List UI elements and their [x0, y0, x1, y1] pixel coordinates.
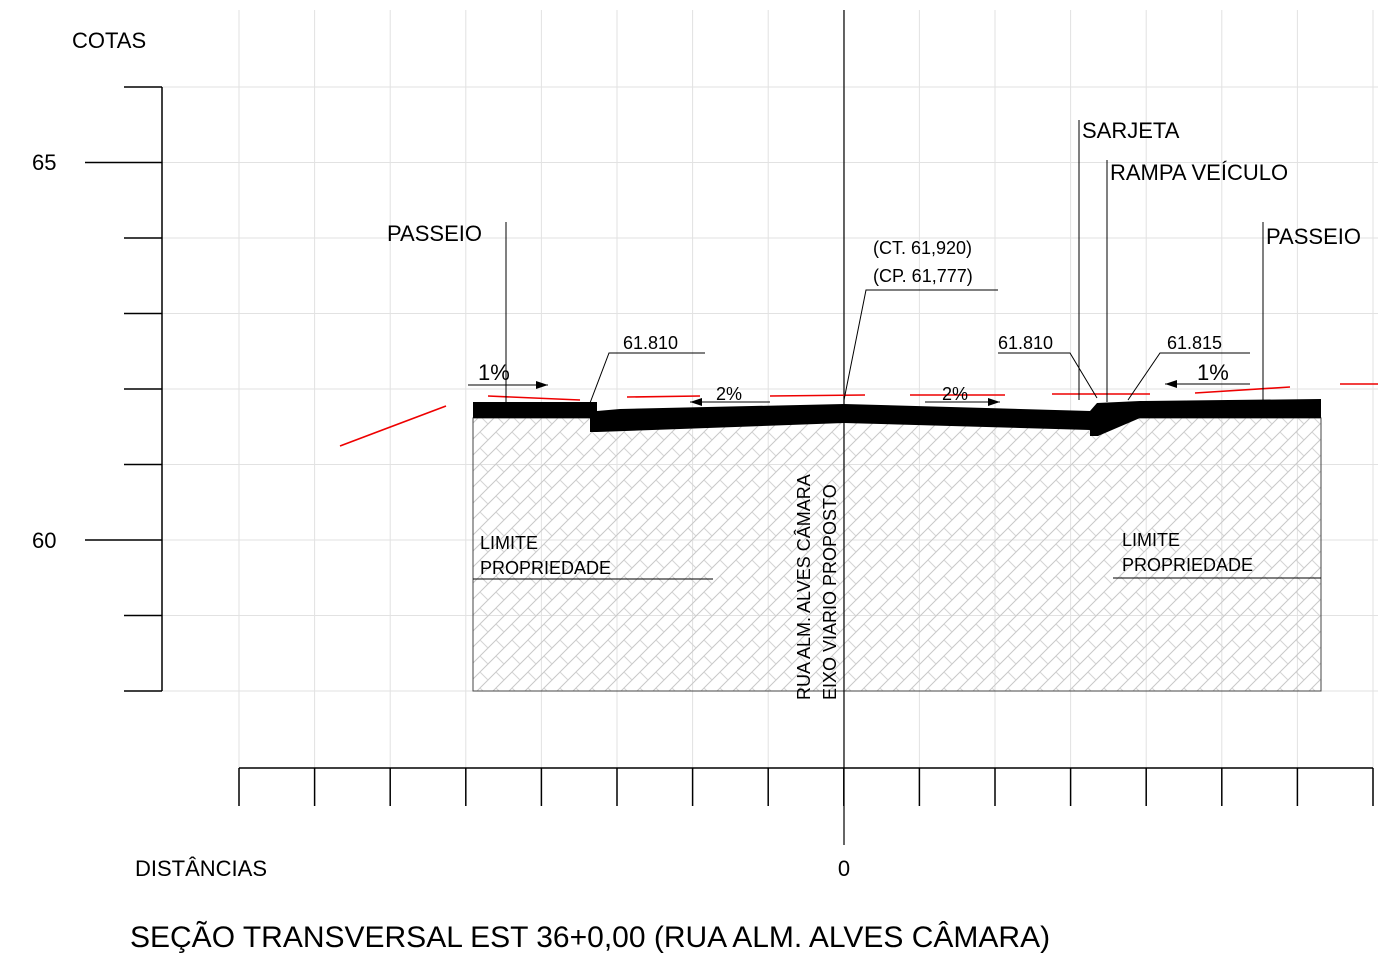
x-axis-title: DISTÂNCIAS [135, 856, 267, 881]
y-ticks [85, 86, 162, 692]
axis-label: EIXO VIARIO PROPOSTO [820, 484, 840, 700]
elevation-label: 61.810 [623, 333, 678, 353]
limit-label: PROPRIEDADE [480, 558, 611, 578]
label-rampa: RAMPA VEÍCULO [1110, 160, 1288, 185]
slope-label: 1% [1197, 360, 1229, 385]
y-axis-title: COTAS [72, 28, 146, 53]
x-ticks [238, 768, 1374, 806]
slope-label: 2% [942, 384, 968, 404]
soil-block [472, 417, 1322, 692]
label-passeio: PASSEIO [387, 221, 482, 246]
slope-label: 1% [478, 360, 510, 385]
elevation-label: 61.810 [998, 333, 1053, 353]
x-tick-label: 0 [838, 856, 850, 881]
terrain-line [339, 383, 1378, 447]
label-cp: (CP. 61,777) [873, 266, 973, 286]
drawing-title: SEÇÃO TRANSVERSAL EST 36+0,00 (RUA ALM. … [130, 920, 1050, 954]
slope-label: 2% [716, 384, 742, 404]
limit-label: LIMITE [480, 533, 538, 553]
y-tick-label: 60 [32, 528, 56, 553]
limit-label: LIMITE [1122, 530, 1180, 550]
label-ct: (CT. 61,920) [873, 238, 972, 258]
leader-lines [468, 120, 1321, 580]
pavement [473, 399, 1321, 436]
y-tick-label: 65 [32, 150, 56, 175]
street-label: RUA ALM. ALVES CÂMARA [794, 474, 814, 700]
limit-label: PROPRIEDADE [1122, 555, 1253, 575]
label-sarjeta: SARJETA [1082, 118, 1180, 143]
label-passeio: PASSEIO [1266, 224, 1361, 249]
elevation-label: 61.815 [1167, 333, 1222, 353]
